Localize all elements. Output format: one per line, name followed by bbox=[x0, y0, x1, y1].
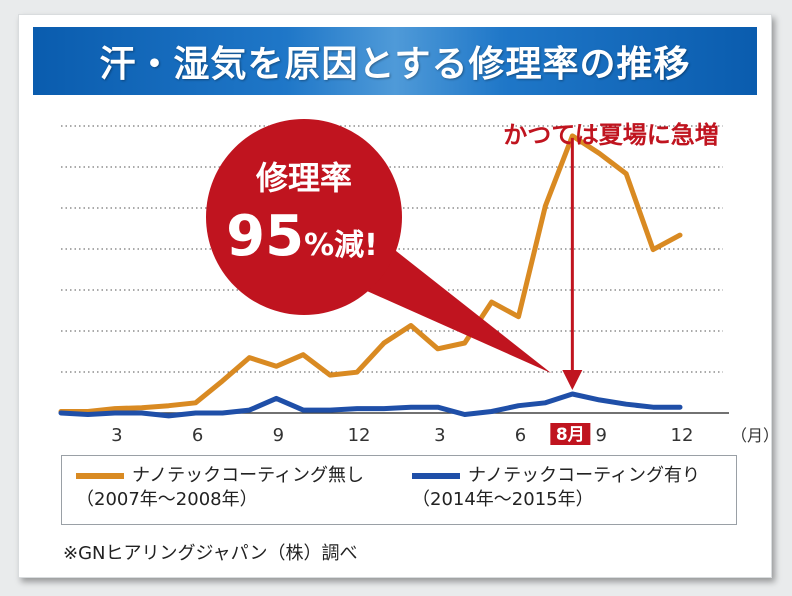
drop-arrow-head bbox=[562, 370, 583, 391]
chart-card: 汗・湿気を原因とする修理率の推移 3 6 9 12 3 6 8月 9 12 （月） かつては夏場に急… bbox=[18, 14, 772, 578]
x-tick-label: 6 bbox=[515, 425, 526, 446]
x-tick-label: 9 bbox=[596, 425, 607, 446]
highlight-month-box bbox=[550, 423, 591, 445]
source-note: ※GNヒアリングジャパン（株）調べ bbox=[63, 543, 358, 564]
legend-label-without: ナノテックコーティング無し bbox=[132, 465, 365, 486]
title-banner: 汗・湿気を原因とする修理率の推移 bbox=[33, 27, 757, 95]
x-tick-label: 3 bbox=[434, 425, 445, 446]
callout-pointer bbox=[349, 247, 551, 373]
callout-text-line2: 95%減! bbox=[226, 204, 378, 269]
x-tick-label: 6 bbox=[192, 425, 203, 446]
chart-title: 汗・湿気を原因とする修理率の推移 bbox=[99, 44, 691, 85]
x-tick-label: 3 bbox=[111, 425, 122, 446]
legend-period-with: （2014年～2015年） bbox=[412, 489, 594, 510]
x-tick-label: 9 bbox=[273, 425, 284, 446]
x-unit-label: （月） bbox=[731, 426, 771, 445]
series-line-with bbox=[58, 391, 683, 419]
callout-text-line1: 修理率 bbox=[255, 159, 352, 197]
x-tick-label: 12 bbox=[348, 425, 371, 446]
legend-swatch-with bbox=[412, 473, 460, 479]
peak-annotation: かつては夏場に急増 bbox=[503, 121, 719, 149]
callout-bubble bbox=[206, 119, 402, 315]
x-tick-label: 12 bbox=[671, 425, 694, 446]
callout-percent-number: 95 bbox=[226, 204, 304, 269]
legend-swatch-without bbox=[76, 473, 124, 479]
legend: ナノテックコーティング無し （2007年～2008年） ナノテックコーティング有… bbox=[61, 455, 737, 525]
legend-period-without: （2007年～2008年） bbox=[76, 489, 258, 510]
callout-percent-suffix: %減! bbox=[304, 228, 378, 263]
legend-label-with: ナノテックコーティング有り bbox=[468, 465, 701, 486]
x-tick-label-highlight: 8月 bbox=[556, 425, 585, 445]
series-line-without bbox=[58, 133, 683, 414]
